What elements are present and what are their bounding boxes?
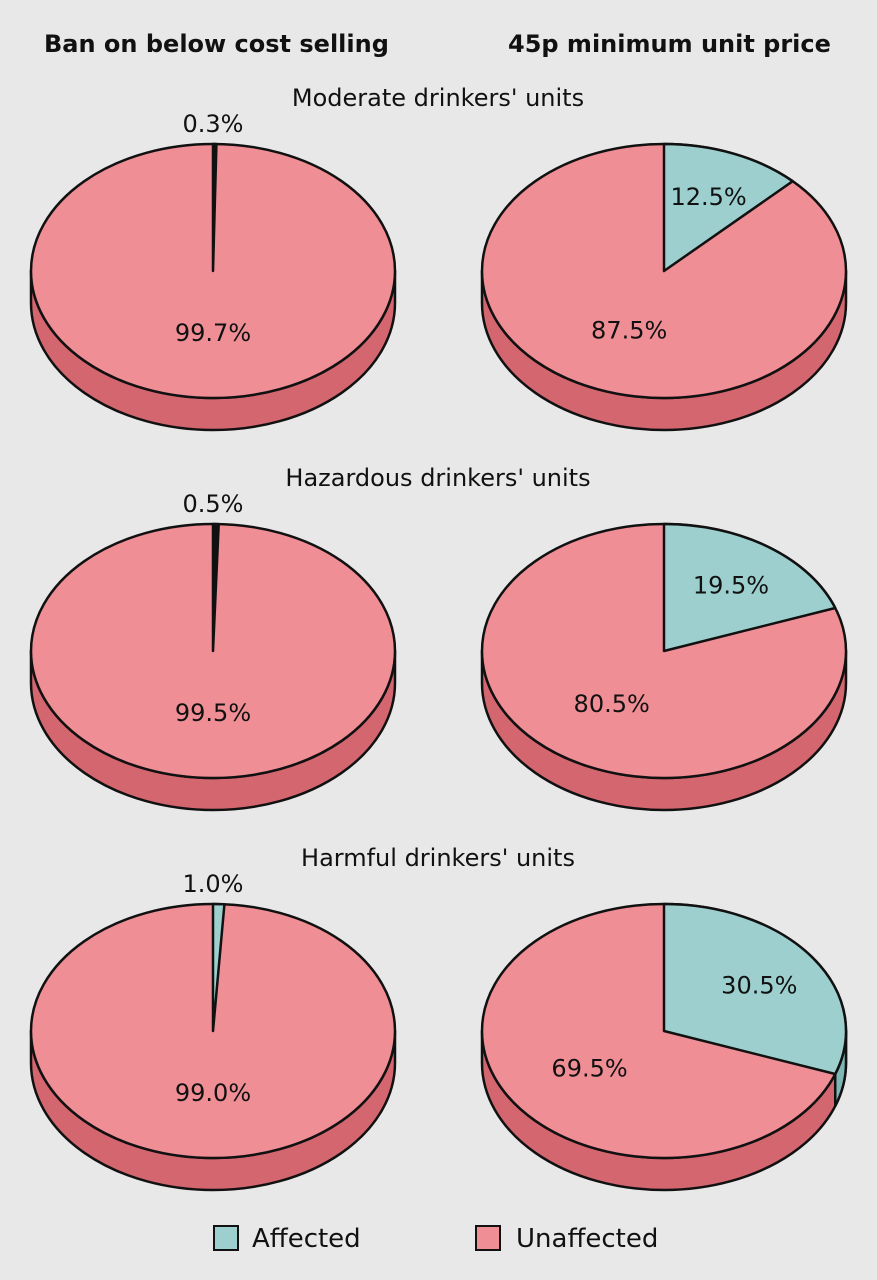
pie-slice-affected — [662, 902, 848, 1076]
pie-slice-affected — [662, 142, 794, 273]
pie-slice-affected — [211, 142, 218, 273]
slice-label-unaffected: 80.5% — [574, 690, 650, 718]
group-title: Harmful drinkers' units — [301, 844, 575, 872]
pie-slice-affected — [662, 522, 837, 653]
slice-label-affected: 1.0% — [183, 870, 244, 898]
pie-2-2: 19.5% 80.5% — [480, 522, 848, 812]
column-title-left: Ban on below cost selling — [44, 30, 389, 58]
pie-1-2: 12.5% 87.5% — [480, 142, 848, 432]
slice-label-affected: 0.5% — [183, 490, 244, 518]
slice-label-affected: 30.5% — [721, 971, 797, 999]
legend-item-unaffected: Unaffected — [475, 1224, 658, 1254]
pie-slice-affected — [211, 902, 226, 1033]
group-title: Hazardous drinkers' units — [285, 464, 590, 492]
pie-2-1: 0.5% 99.5% — [29, 490, 397, 812]
column-title-right: 45p minimum unit price — [508, 30, 831, 58]
slice-label-affected: 19.5% — [693, 572, 769, 600]
pie-1-1: 0.3% 99.7% — [29, 110, 397, 432]
slice-label-affected: 12.5% — [670, 183, 746, 211]
legend-label: Unaffected — [516, 1224, 658, 1254]
slice-label-unaffected: 99.5% — [175, 699, 251, 727]
legend: Affected Unaffected — [213, 1224, 658, 1254]
slice-label-unaffected: 99.0% — [175, 1079, 251, 1107]
pie-3-1: 1.0% 99.0% — [29, 870, 397, 1192]
pie-charts: 0.3% 99.7% 12.5% 87.5% 0.5% 99.5% 19.5% 80.5% 1.… — [29, 110, 848, 1192]
legend-swatch — [213, 1225, 239, 1251]
slice-label-unaffected: 99.7% — [175, 319, 251, 347]
slice-label-unaffected: 69.5% — [551, 1055, 627, 1083]
group-title: Moderate drinkers' units — [292, 84, 584, 112]
pie-slice-affected — [211, 522, 220, 653]
legend-item-affected: Affected — [213, 1224, 361, 1254]
slice-label-unaffected: 87.5% — [591, 317, 667, 345]
legend-label: Affected — [252, 1224, 361, 1254]
legend-swatch — [475, 1225, 501, 1251]
pie-3-2: 30.5% 69.5% — [480, 902, 848, 1192]
slice-label-affected: 0.3% — [183, 110, 244, 138]
